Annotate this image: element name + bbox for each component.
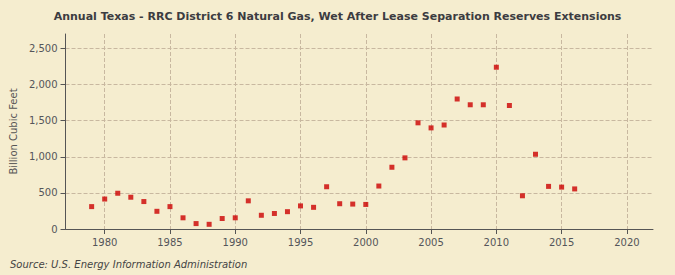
svg-text:2000: 2000 [353, 237, 378, 248]
svg-text:1985: 1985 [157, 237, 182, 248]
svg-text:Billion Cubic Feet: Billion Cubic Feet [8, 88, 19, 174]
svg-text:2015: 2015 [549, 237, 574, 248]
svg-text:2,500: 2,500 [29, 43, 58, 54]
svg-text:0: 0 [51, 224, 57, 235]
svg-text:2010: 2010 [484, 237, 509, 248]
svg-text:1990: 1990 [223, 237, 248, 248]
svg-text:1,500: 1,500 [29, 115, 58, 126]
svg-text:2,000: 2,000 [29, 79, 58, 90]
svg-text:1980: 1980 [92, 237, 117, 248]
svg-text:1,000: 1,000 [29, 151, 58, 162]
svg-text:2020: 2020 [614, 237, 639, 248]
svg-text:1995: 1995 [288, 237, 313, 248]
svg-text:2005: 2005 [418, 237, 443, 248]
svg-text:Source: U.S. Energy Informatio: Source: U.S. Energy Information Administ… [10, 259, 247, 270]
svg-text:Annual Texas - RRC District 6: Annual Texas - RRC District 6 Natural Ga… [54, 10, 622, 23]
svg-text:500: 500 [38, 187, 57, 198]
